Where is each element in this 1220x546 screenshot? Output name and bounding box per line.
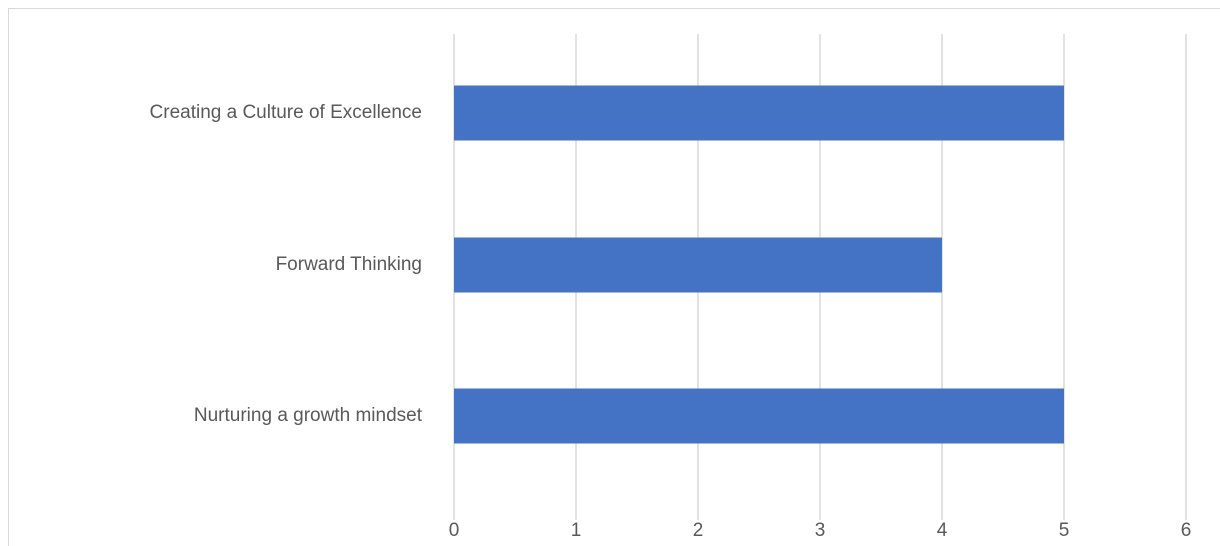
x-tick-label: 1	[571, 520, 582, 541]
bar	[454, 85, 1064, 141]
category-labels: Creating a Culture of Excellence Forward …	[150, 102, 423, 426]
x-tick-label: 3	[815, 520, 826, 541]
x-axis-tick-labels: 0 1 2 3 4 5 6	[449, 520, 1192, 541]
x-tick-label: 0	[449, 520, 460, 541]
category-label: Creating a Culture of Excellence	[150, 102, 422, 123]
category-label: Nurturing a growth mindset	[194, 405, 423, 426]
bar	[454, 388, 1064, 444]
bar-layer	[454, 85, 1064, 444]
x-tick-label: 6	[1181, 520, 1192, 541]
x-tick-label: 4	[937, 520, 948, 541]
bar	[454, 237, 942, 293]
x-tick-label: 5	[1059, 520, 1070, 541]
x-tick-label: 2	[693, 520, 704, 541]
category-label: Forward Thinking	[276, 254, 422, 275]
